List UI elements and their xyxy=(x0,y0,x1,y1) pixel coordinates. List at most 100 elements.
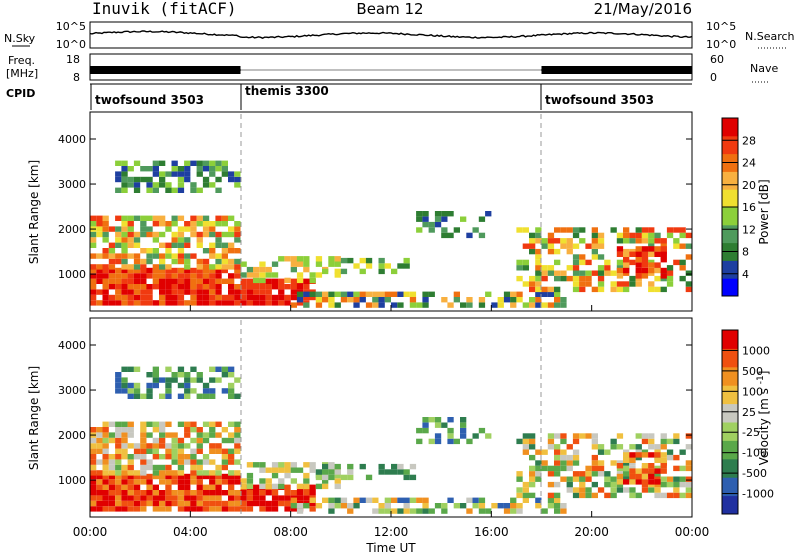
velocity-cell-15 xyxy=(102,500,109,507)
power-cell-770 xyxy=(654,286,661,293)
velocity-cell-223 xyxy=(140,459,147,465)
velocity-cell-808 xyxy=(673,487,680,493)
velocity-cell-665 xyxy=(547,492,555,499)
velocity-cell-124 xyxy=(202,473,210,480)
velocity-cell-54 xyxy=(133,479,141,485)
velocity-cell-732 xyxy=(604,481,611,488)
power-cell-229 xyxy=(152,264,159,270)
power-cell-635 xyxy=(529,232,536,239)
velocity-cell-0 xyxy=(90,506,97,512)
power-cell-152 xyxy=(234,289,241,295)
velocity-cell-87 xyxy=(171,500,178,507)
power-cell-792 xyxy=(679,275,686,282)
power-cell-598 xyxy=(416,211,423,217)
power-cell-463 xyxy=(259,277,266,284)
power-cell-514 xyxy=(347,291,354,297)
power-cell-177 xyxy=(102,215,109,221)
velocity-cell-336 xyxy=(234,421,241,427)
power-cell-369 xyxy=(177,171,185,177)
velocity-cell-647 xyxy=(522,433,529,439)
velocity-cell-410 xyxy=(246,506,254,512)
power-cell-374 xyxy=(184,160,191,166)
power-cell-725 xyxy=(616,286,624,293)
velocity-cell-77 xyxy=(159,490,166,496)
velocity-cell-569 xyxy=(510,503,517,509)
power-cell-497 xyxy=(296,291,304,297)
velocity-cell-265 xyxy=(171,437,178,444)
power-cell-140 xyxy=(221,300,228,306)
power-cell-763 xyxy=(648,270,655,276)
velocity-cell-674 xyxy=(554,471,561,477)
velocity-cell-125 xyxy=(209,506,216,512)
power-cell-657 xyxy=(547,243,555,249)
velocity-cell-402 xyxy=(228,366,235,372)
power-cell-247 xyxy=(165,226,172,232)
velocity-cell-119 xyxy=(202,506,210,512)
velocity-cell-794 xyxy=(660,492,667,499)
velocity-cell-306 xyxy=(209,443,216,449)
velocity-cell-663 xyxy=(541,460,548,466)
power-cell-459 xyxy=(246,266,254,273)
velocity-cell-660 xyxy=(535,460,542,466)
power-cell-662 xyxy=(554,270,561,276)
power-cell-661 xyxy=(554,275,561,282)
velocity-cell-267 xyxy=(177,470,185,476)
power-cell-61 xyxy=(146,294,153,301)
power-cell-585 xyxy=(359,257,366,264)
velocity-cell-355 xyxy=(146,388,153,394)
velocity-cell-463 xyxy=(246,472,254,479)
velocity-cell-470 xyxy=(265,483,272,490)
velocity-cell-37 xyxy=(121,495,128,501)
velocity-cell-120 xyxy=(202,500,210,507)
power-cell-52 xyxy=(133,267,141,274)
velocity-cbar-label-1: 500 xyxy=(742,365,763,378)
velocity-cell-75 xyxy=(159,500,166,507)
velocity-cell-548 xyxy=(422,497,429,503)
power-cell-393 xyxy=(215,160,222,166)
power-cell-297 xyxy=(215,264,222,270)
velocity-cell-734 xyxy=(604,471,611,477)
velocity-cell-335 xyxy=(234,427,241,433)
velocity-cell-162 xyxy=(90,443,97,449)
velocity-cell-115 xyxy=(196,490,203,496)
power-cell-98 xyxy=(177,267,185,274)
power-cell-245 xyxy=(165,248,172,254)
velocity-cell-226 xyxy=(140,443,147,449)
power-cell-350 xyxy=(152,187,159,193)
velocity-cell-348 xyxy=(127,366,134,372)
velocity-cell-454 xyxy=(309,506,316,512)
velocity-cell-188 xyxy=(108,432,116,438)
velocity-cell-844 xyxy=(641,473,649,480)
velocity-cell-534 xyxy=(384,497,391,503)
power-cell-742 xyxy=(629,259,636,266)
power-cell-103 xyxy=(184,273,191,279)
power-cell-412 xyxy=(253,300,260,306)
velocity-cell-715 xyxy=(585,433,592,439)
velocity-cell-793 xyxy=(654,444,661,450)
power-cell-201 xyxy=(127,264,134,270)
velocity-cell-138 xyxy=(215,473,222,480)
power-cell-813 xyxy=(635,273,642,279)
velocity-cell-340 xyxy=(115,372,122,378)
velocity-cell-386 xyxy=(202,393,210,399)
velocity-cell-36 xyxy=(121,500,128,507)
power-cell-126 xyxy=(209,300,216,306)
power-cell-396 xyxy=(221,160,228,166)
power-cell-51 xyxy=(133,273,141,279)
power-cell-614 xyxy=(460,216,467,222)
power-cell-314 xyxy=(228,258,235,265)
power-cell-800 xyxy=(685,270,692,276)
velocity-cell-295 xyxy=(196,432,203,438)
velocity-cell-367 xyxy=(165,377,172,383)
velocity-cell-532 xyxy=(384,508,391,514)
velocity-cell-616 xyxy=(428,438,435,445)
velocity-cell-158 xyxy=(90,464,97,471)
velocity-cell-614 xyxy=(422,422,429,428)
power-cell-204 xyxy=(127,237,134,243)
velocity-cell-390 xyxy=(209,388,216,394)
power-cell-179 xyxy=(108,258,116,265)
power-cell-418 xyxy=(259,294,266,301)
velocity-cbar-swatch-3 xyxy=(722,440,738,460)
power-cell-248 xyxy=(165,221,172,227)
power-cell-398 xyxy=(228,171,235,177)
